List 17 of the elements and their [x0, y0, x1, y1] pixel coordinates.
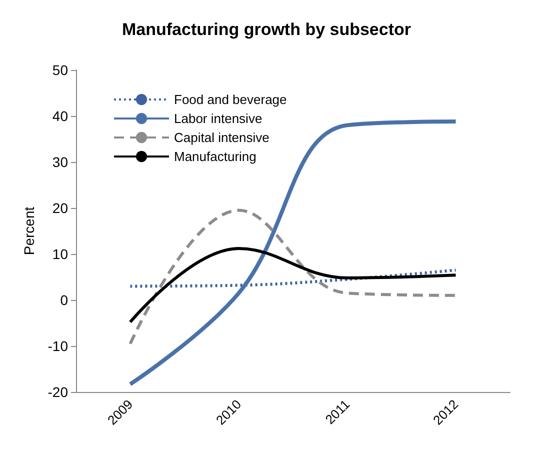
y-tick-label: 30	[52, 154, 68, 170]
legend-label: Manufacturing	[174, 149, 256, 164]
legend-label: Food and beverage	[174, 92, 287, 107]
line-series	[128, 246, 458, 324]
legend-label: Capital intensive	[174, 130, 270, 145]
y-tick-label: 0	[60, 292, 68, 308]
y-axis-title: Percent	[21, 206, 37, 256]
line-series	[128, 208, 458, 346]
y-tick-label: -20	[48, 384, 68, 400]
y-tick-label: 40	[52, 108, 68, 124]
y-tick-label: -10	[48, 338, 68, 354]
chart-title: Manufacturing growth by subsector	[122, 20, 412, 39]
legend-label: Labor intensive	[174, 111, 262, 126]
y-tick-label: 50	[52, 62, 68, 78]
y-tick-label: 20	[52, 200, 68, 216]
line-series	[128, 268, 458, 288]
y-tick-label: 10	[52, 246, 68, 262]
